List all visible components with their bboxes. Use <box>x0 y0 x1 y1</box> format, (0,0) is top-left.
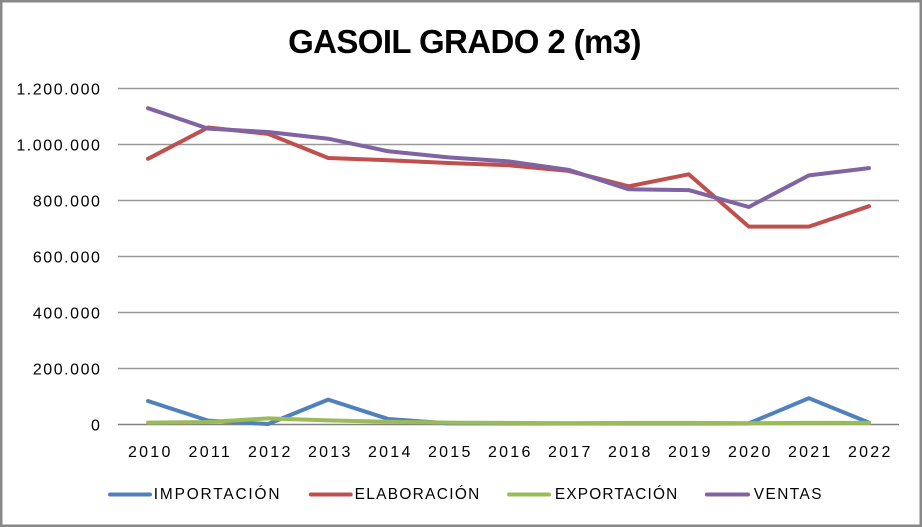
svg-text:2013: 2013 <box>308 444 353 461</box>
svg-text:2015: 2015 <box>428 444 473 461</box>
svg-text:600.000: 600.000 <box>33 250 102 267</box>
svg-text:1.000.000: 1.000.000 <box>16 138 101 155</box>
svg-text:2019: 2019 <box>668 444 713 461</box>
svg-text:200.000: 200.000 <box>33 362 102 379</box>
svg-text:2017: 2017 <box>548 444 593 461</box>
svg-text:2010: 2010 <box>128 444 173 461</box>
svg-text:2020: 2020 <box>728 444 773 461</box>
svg-text:2012: 2012 <box>248 444 293 461</box>
svg-text:IMPORTACIÓN: IMPORTACIÓN <box>154 486 282 503</box>
svg-text:0: 0 <box>91 418 101 435</box>
svg-text:400.000: 400.000 <box>33 306 102 323</box>
svg-text:ELABORACIÓN: ELABORACIÓN <box>355 486 481 503</box>
svg-text:1.200.000: 1.200.000 <box>16 82 101 99</box>
svg-text:2022: 2022 <box>848 444 893 461</box>
svg-text:2014: 2014 <box>368 444 413 461</box>
svg-text:VENTAS: VENTAS <box>754 486 823 503</box>
svg-text:800.000: 800.000 <box>33 194 102 211</box>
svg-text:2016: 2016 <box>488 444 533 461</box>
svg-text:2018: 2018 <box>608 444 653 461</box>
svg-text:EXPORTACIÓN: EXPORTACIÓN <box>555 486 678 503</box>
svg-text:GASOIL GRADO 2 (m3): GASOIL GRADO 2 (m3) <box>288 23 641 60</box>
svg-text:2011: 2011 <box>189 444 233 461</box>
svg-text:2021: 2021 <box>788 444 833 461</box>
